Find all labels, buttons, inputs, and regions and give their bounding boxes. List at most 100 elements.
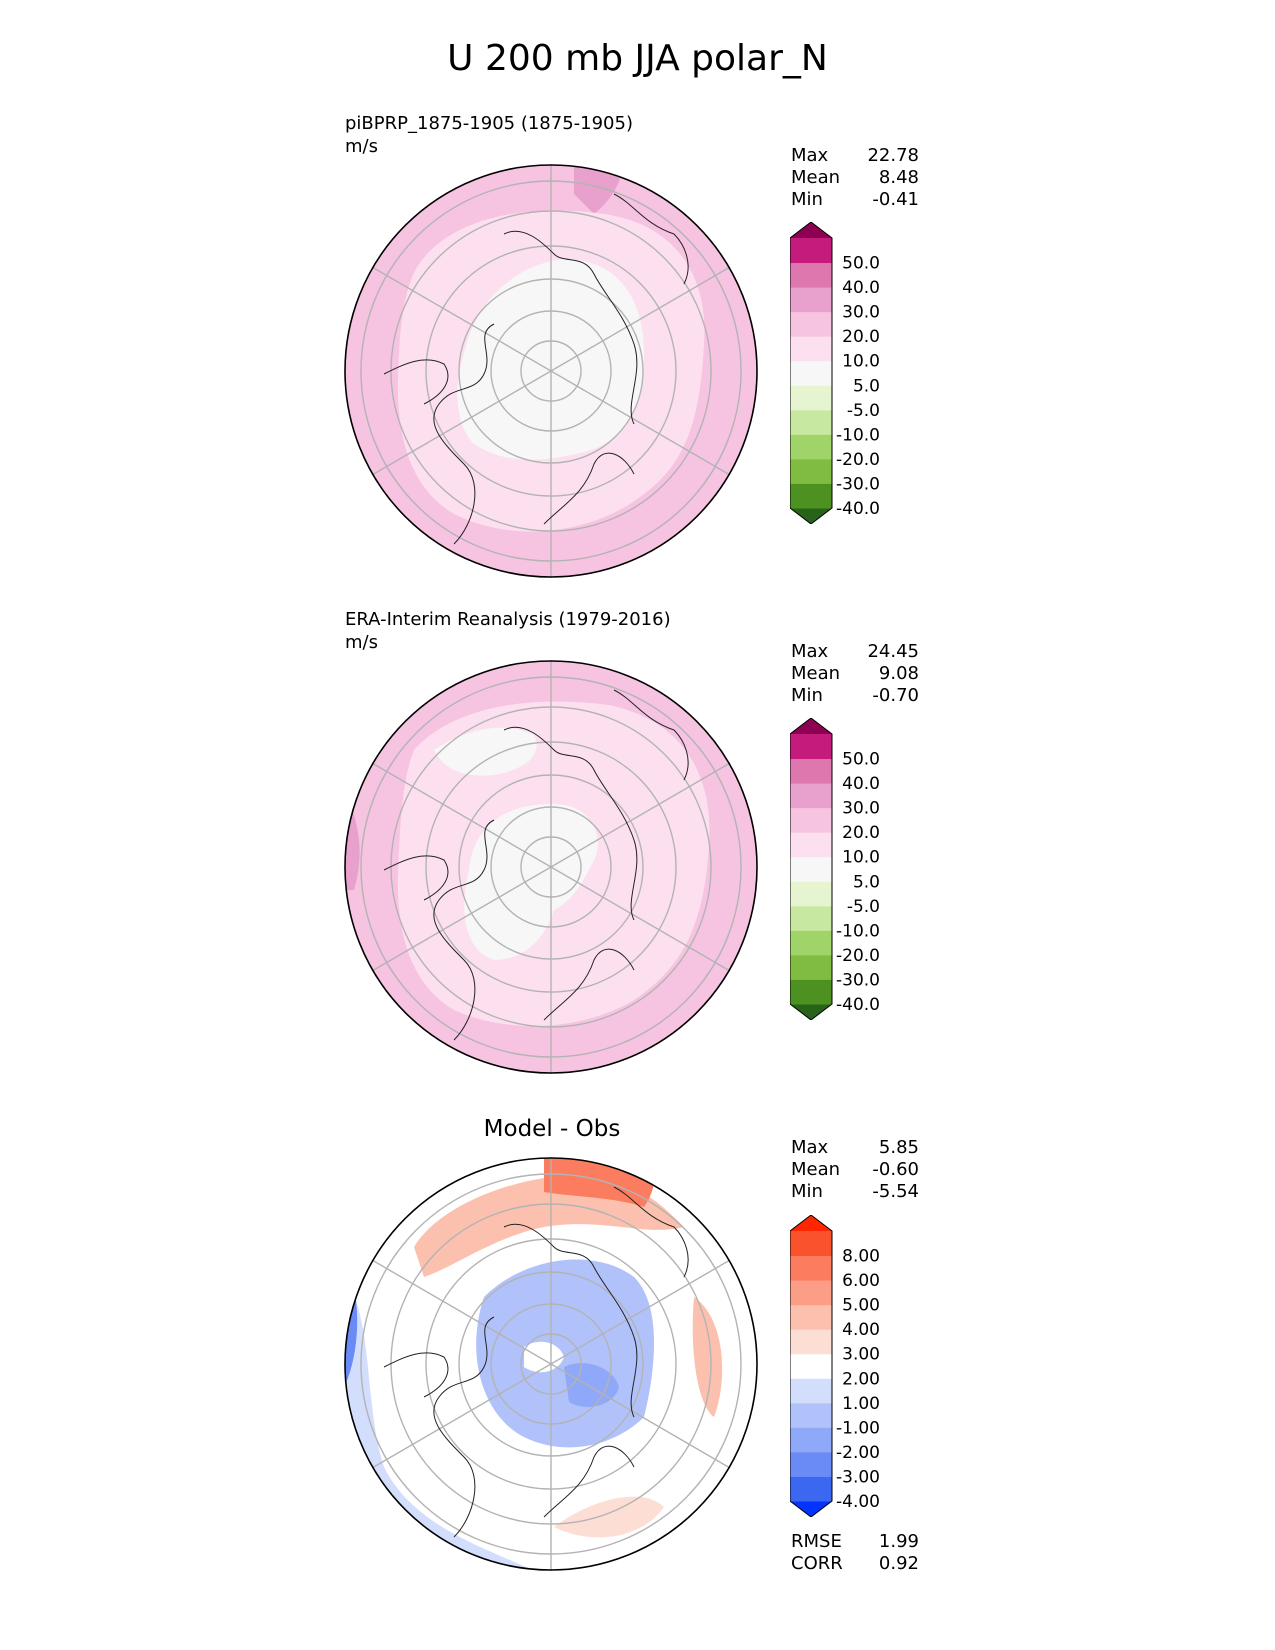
panel3-stats: Max 5.85 Mean -0.60 Min -5.54: [791, 1137, 919, 1202]
panel1-colorbar-tick: -10.0: [836, 425, 880, 445]
panel3-colorbar-extend-low: [790, 1501, 832, 1517]
panel1-colorbar-segment: [790, 360, 832, 386]
panel3-field-pos-s: [554, 1496, 664, 1538]
panel3-colorbar-tick: 6.00: [842, 1271, 880, 1291]
panel1-colorbar-extend-high: [790, 222, 832, 238]
panel2-colorbar-extend-low: [790, 1004, 832, 1020]
panel3-colorbar-segment: [790, 1329, 832, 1355]
panel2-colorbar-tick: -10.0: [836, 921, 880, 941]
panel2-colorbar-tick: -5.0: [847, 897, 880, 917]
panel1-coastlines: [383, 193, 689, 545]
panel1-colorbar-segment: [790, 238, 832, 264]
panel3-colorbar-segment: [790, 1280, 832, 1306]
panel2-colorbar-tick: 30.0: [842, 799, 880, 819]
panel3-colorbar-tick: -2.00: [836, 1443, 880, 1463]
panel1-colorbar-segment: [790, 336, 832, 362]
panel2-map: [344, 660, 758, 1074]
panel3-colorbar-tick: 2.00: [842, 1369, 880, 1389]
panel2-colorbar-tick: -20.0: [836, 946, 880, 966]
panel2-colorbar-segment: [790, 954, 832, 980]
panel1-colorbar-tick: 10.0: [842, 352, 880, 372]
panel2-stats: Max 24.45 Mean 9.08 Min -0.70: [791, 641, 919, 706]
panel2-colorbar-segment: [790, 979, 832, 1005]
panel1-colorbar-tick: -20.0: [836, 450, 880, 470]
panel1-colorbar-segment: [790, 409, 832, 435]
panel2-colorbar-segment: [790, 783, 832, 809]
panel2-colorbar-outline: [790, 718, 833, 1020]
panel3-field-neg-center: [476, 1259, 654, 1448]
panel3-title: Model - Obs: [483, 1116, 621, 1142]
panel3-field-pos-e: [692, 1297, 723, 1417]
panel2-coastlines: [383, 689, 689, 1041]
panel2-colorbar-extend-high: [790, 718, 832, 734]
panel3-colorbar-segment: [790, 1451, 832, 1477]
panel3-colorbar-segment: [790, 1353, 832, 1379]
figure-title: U 200 mb JJA polar_N: [447, 38, 828, 79]
panel2-colorbar-tick: 50.0: [842, 750, 880, 770]
panel3-metrics: RMSE 1.99 CORR 0.92: [791, 1531, 919, 1574]
panel2-colorbar-tick: -40.0: [836, 995, 880, 1015]
panel3-colorbar-segment: [790, 1476, 832, 1502]
panel3-colorbar-tick: 1.00: [842, 1394, 880, 1414]
panel1-colorbar-tick: -30.0: [836, 474, 880, 494]
panel3-coastlines: [383, 1186, 689, 1538]
panel2-field-low-n: [434, 727, 537, 776]
panel1-field-high-n: [574, 165, 624, 214]
panel3-colorbar-tick: 4.00: [842, 1320, 880, 1340]
panel2-colorbar-tick: 10.0: [842, 848, 880, 868]
panel1-colorbar-tick: 40.0: [842, 278, 880, 298]
panel2-colorbar-segment: [790, 930, 832, 956]
panel3-colorbar-outline: [790, 1215, 833, 1517]
panel1-colorbar-extend-low: [790, 508, 832, 524]
panel3-field-pos-n: [414, 1175, 684, 1277]
panel3-colorbar-tick: -3.00: [836, 1467, 880, 1487]
panel1-colorbar-tick: 5.0: [853, 376, 880, 396]
panel3-colorbar-segment: [790, 1402, 832, 1428]
panel3-field-neutral-pole: [524, 1341, 564, 1373]
panel2-colorbar-segment: [790, 807, 832, 833]
panel2-title: ERA-Interim Reanalysis (1979-2016) m/s: [345, 609, 671, 653]
panel2-colorbar-segment: [790, 758, 832, 784]
panel1-colorbar-tick: 50.0: [842, 254, 880, 274]
panel3-colorbar-tick: -1.00: [836, 1418, 880, 1438]
panel2-colorbar-tick: 20.0: [842, 823, 880, 843]
panel1-colorbar-tick: 20.0: [842, 327, 880, 347]
panel2-graticule: [360, 660, 742, 1074]
panel3-colorbar-segment: [790, 1427, 832, 1453]
panel1-stats: Max 22.78 Mean 8.48 Min -0.41: [791, 145, 919, 210]
panel2-colorbar-segment: [790, 856, 832, 882]
panel2-colorbar-tick: 40.0: [842, 774, 880, 794]
panel2-colorbar-segment: [790, 734, 832, 760]
panel2-colorbar-tick: 5.0: [853, 872, 880, 892]
panel3-colorbar-tick: 3.00: [842, 1345, 880, 1365]
panel3-colorbar-tick: 8.00: [842, 1247, 880, 1267]
panel1-colorbar-segment: [790, 434, 832, 460]
panel3-colorbar-extend-high: [790, 1215, 832, 1231]
panel1-boundary: [344, 164, 758, 578]
panel1-colorbar-segment: [790, 385, 832, 411]
panel3-colorbar-tick: 5.00: [842, 1296, 880, 1316]
panel1-colorbar-tick: 30.0: [842, 303, 880, 323]
panel3-colorbar-segment: [790, 1378, 832, 1404]
panel3-map: [344, 1157, 758, 1571]
panel1-title: piBPRP_1875-1905 (1875-1905) m/s: [345, 113, 633, 157]
panel1-map: [344, 164, 758, 578]
panel2-colorbar-segment: [790, 905, 832, 931]
panel1-colorbar-outline: [790, 222, 833, 524]
panel3-boundary: [344, 1157, 758, 1571]
panel2-colorbar-segment: [790, 832, 832, 858]
panel3-colorbar-segment: [790, 1304, 832, 1330]
panel2-field-low: [464, 804, 598, 960]
panel1-colorbar-segment: [790, 483, 832, 509]
panel3-colorbar-segment: [790, 1231, 832, 1257]
panel2-boundary: [344, 660, 758, 1074]
panel3-colorbar-segment: [790, 1255, 832, 1281]
panel2-colorbar-tick: -30.0: [836, 970, 880, 990]
panel2-colorbar: 50.0 40.0 30.0 20.0 10.0 5.0 -5.0 -10.0 -20.0 -30…: [790, 718, 880, 1020]
panel1-colorbar-tick: -5.0: [847, 401, 880, 421]
panel1-colorbar: 50.0 40.0 30.0 20.0 10.0 5.0 -5.0 -10.0 -20.0 -30…: [790, 222, 880, 524]
panel1-colorbar-segment: [790, 458, 832, 484]
panel1-colorbar-tick: -40.0: [836, 499, 880, 519]
panel1-colorbar-segment: [790, 287, 832, 313]
panel3-colorbar-tick: -4.00: [836, 1492, 880, 1512]
